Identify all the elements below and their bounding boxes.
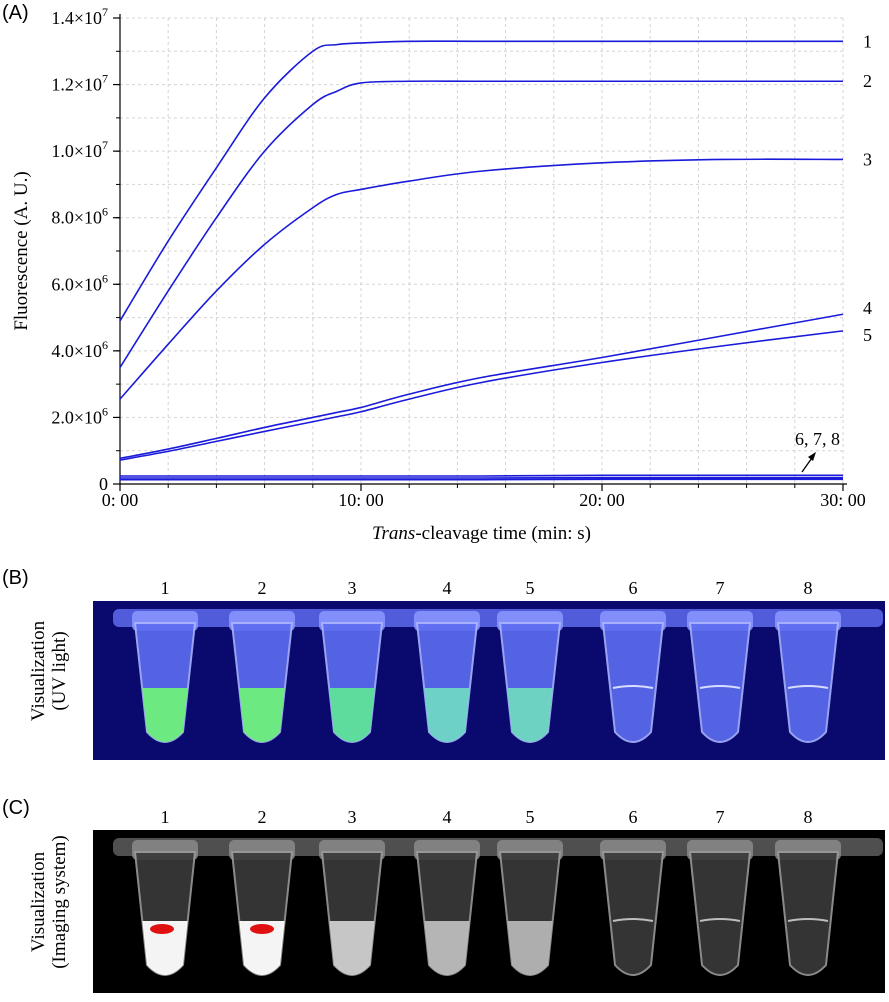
imaging-side-label-line1: Visualization xyxy=(28,802,49,1002)
imaging-side-label: Visualization (Imaging system) xyxy=(28,802,72,1002)
series-line-3 xyxy=(120,159,843,399)
imaging-tube-number-5: 5 xyxy=(515,807,545,828)
series-line-6 xyxy=(120,475,843,476)
uv-tube-number-5: 5 xyxy=(515,578,545,599)
x-tick-label: 10: 00 xyxy=(338,490,384,510)
imaging-tube-number-4: 4 xyxy=(432,807,462,828)
annotation-arrow-head xyxy=(808,452,816,461)
y-tick-label: 1.0×107 xyxy=(51,138,108,161)
imaging-tube-number-3: 3 xyxy=(337,807,367,828)
series-end-label-2: 2 xyxy=(863,71,872,91)
imaging-side-label-line2: (Imaging system) xyxy=(49,802,70,1002)
panel-c-label: (C) xyxy=(2,797,30,820)
uv-side-label: Visualization (UV light) xyxy=(28,576,72,766)
uv-tube-liquid xyxy=(142,688,188,742)
x-tick-label: 20: 00 xyxy=(579,490,625,510)
uv-tube-number-1: 1 xyxy=(150,578,180,599)
uv-tube-number-2: 2 xyxy=(247,578,277,599)
imaging-tube-number-2: 2 xyxy=(247,807,277,828)
series-line-4 xyxy=(120,314,843,458)
y-tick-label: 4.0×106 xyxy=(51,338,108,361)
imaging-tube-liquid xyxy=(329,921,374,975)
series-end-label-5: 5 xyxy=(863,325,872,345)
uv-side-label-line2: (UV light) xyxy=(49,576,70,766)
imaging-tube-number-7: 7 xyxy=(705,807,735,828)
series-end-label-3: 3 xyxy=(863,149,872,169)
uv-side-label-line1: Visualization xyxy=(28,576,49,766)
imaging-tube-photo xyxy=(93,830,885,993)
y-tick-label: 1.4×107 xyxy=(51,5,108,28)
series-line-5 xyxy=(120,331,843,460)
imaging-tube-liquid xyxy=(424,921,469,975)
y-tick-label: 8.0×106 xyxy=(51,205,108,228)
x-tick-label: 0: 00 xyxy=(102,490,139,510)
imaging-tube-number-1: 1 xyxy=(150,807,180,828)
y-axis-label: Fluorescence (A. U.) xyxy=(11,171,32,330)
imaging-hotspot xyxy=(250,924,274,934)
y-tick-label: 1.2×107 xyxy=(51,72,108,95)
series-end-label-4: 4 xyxy=(863,298,872,318)
uv-tube-number-8: 8 xyxy=(793,578,823,599)
uv-tube-number-6: 6 xyxy=(618,578,648,599)
uv-tube-number-3: 3 xyxy=(337,578,367,599)
uv-tube-liquid xyxy=(329,688,375,742)
uv-tube-liquid xyxy=(507,688,553,742)
uv-tube-photo xyxy=(93,601,885,760)
panel-b-label: (B) xyxy=(2,567,29,590)
grid xyxy=(120,18,843,484)
annotation-6-7-8: 6, 7, 8 xyxy=(795,429,840,449)
series-lines xyxy=(120,41,843,480)
x-tick-label: 30: 00 xyxy=(820,490,866,510)
series-end-label-1: 1 xyxy=(863,31,872,51)
x-axis-label: Trans-cleavage time (min: s) xyxy=(372,523,591,544)
uv-tube-liquid xyxy=(424,688,470,742)
series-line-2 xyxy=(120,81,843,367)
uv-tube-liquid xyxy=(239,688,285,742)
y-tick-label: 6.0×106 xyxy=(51,271,108,294)
imaging-hotspot xyxy=(150,924,174,934)
uv-tube-number-4: 4 xyxy=(432,578,462,599)
imaging-tube-number-6: 6 xyxy=(618,807,648,828)
fluorescence-chart: 02.0×1064.0×1066.0×1068.0×1061.0×1071.2×… xyxy=(0,0,889,560)
imaging-tube-liquid xyxy=(507,921,552,975)
imaging-tube-number-8: 8 xyxy=(793,807,823,828)
uv-tube-number-7: 7 xyxy=(705,578,735,599)
y-tick-label: 2.0×106 xyxy=(51,404,108,427)
